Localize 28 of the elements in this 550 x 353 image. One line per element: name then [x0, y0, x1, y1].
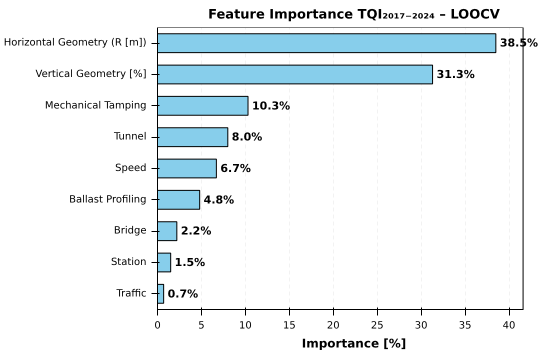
- x-tick-label: 40: [502, 320, 516, 332]
- data-label: 10.3%: [252, 99, 290, 112]
- x-tick-label: 25: [370, 320, 384, 332]
- y-tick-label: Speed: [115, 163, 147, 174]
- data-label: 8.0%: [232, 130, 262, 144]
- data-label: 31.3%: [436, 68, 475, 81]
- y-tick-label: Vertical Geometry [%]: [36, 69, 147, 80]
- x-tick-label: 5: [198, 320, 205, 332]
- x-tick-label: 10: [239, 320, 252, 332]
- y-tick-label: Traffic: [115, 288, 147, 300]
- data-label: 1.5%: [174, 256, 206, 269]
- data-label: 2.2%: [180, 224, 212, 238]
- y-tick-label: Ballast Profiling: [69, 194, 147, 206]
- y-tick-label: Tunnel: [112, 132, 147, 143]
- y-tick-label: Mechanical Tamping: [44, 100, 146, 112]
- x-tick-label: 35: [458, 320, 472, 332]
- x-tick-label: 0: [154, 320, 161, 332]
- x-axis-title: Importance [%]: [302, 336, 406, 350]
- data-label: 6.7%: [220, 162, 251, 175]
- y-tick-label: Bridge: [114, 226, 147, 237]
- x-tick-label: 30: [414, 320, 428, 332]
- y-tick-label: Station: [110, 257, 147, 268]
- y-tick-label: Horizontal Geometry (R [m]): [4, 38, 147, 49]
- data-label: 4.8%: [204, 193, 234, 206]
- chart-title: Feature Importance TQI₂₀₁₇₋₂₀₂₄ – LOOCV: [208, 8, 500, 22]
- x-tick-label: 15: [282, 320, 296, 332]
- x-tick-label: 20: [326, 320, 340, 332]
- data-label: 0.7%: [168, 287, 198, 300]
